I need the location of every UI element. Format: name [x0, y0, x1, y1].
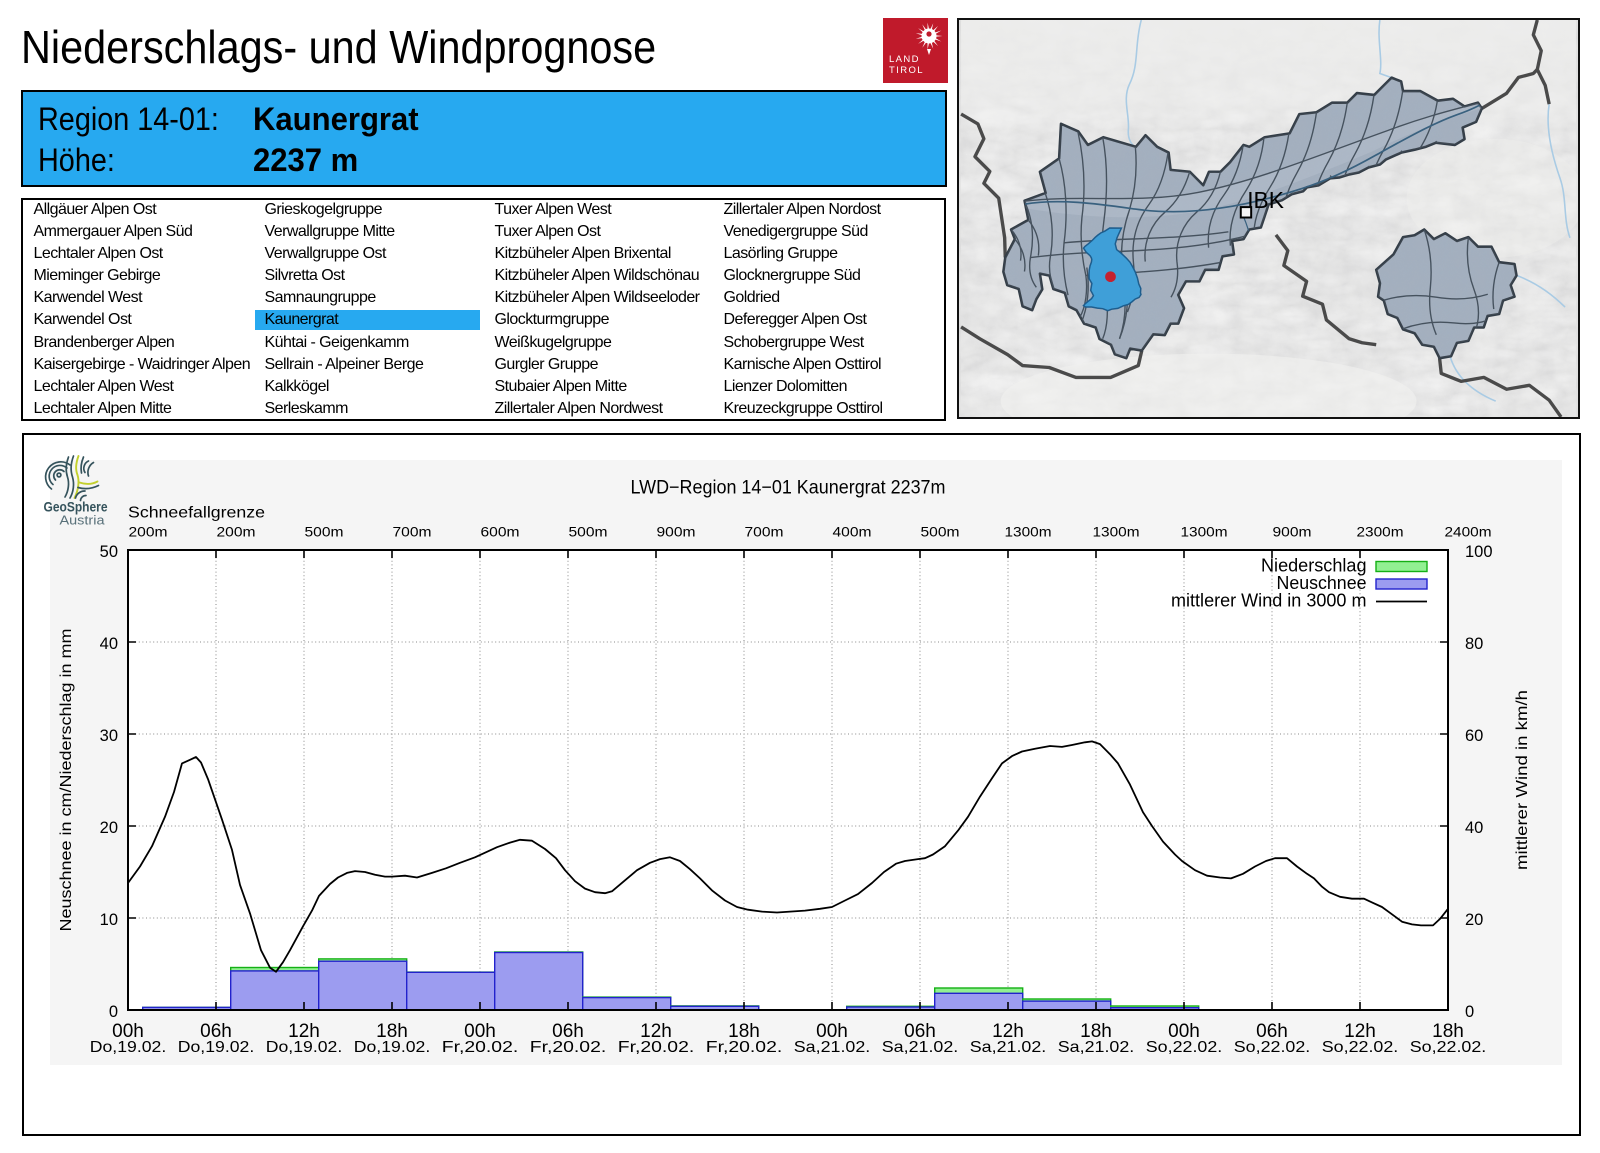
svg-text:00h: 00h — [112, 1021, 144, 1042]
svg-text:60: 60 — [1465, 727, 1483, 745]
svg-text:Niederschlag: Niederschlag — [1261, 556, 1367, 576]
svg-text:900m: 900m — [657, 523, 696, 539]
svg-text:200m: 200m — [129, 523, 168, 539]
svg-text:30: 30 — [100, 727, 118, 745]
svg-text:Fr,20.02.: Fr,20.02. — [442, 1039, 519, 1056]
svg-text:700m: 700m — [393, 523, 432, 539]
svg-text:40: 40 — [100, 635, 118, 653]
svg-text:50: 50 — [100, 543, 118, 561]
svg-text:Schneefallgrenze: Schneefallgrenze — [128, 505, 265, 522]
svg-text:00h: 00h — [1168, 1021, 1200, 1042]
svg-text:LWD−Region 14−01 Kaunergrat 22: LWD−Region 14−01 Kaunergrat 2237m — [631, 478, 946, 499]
svg-text:Fr,20.02.: Fr,20.02. — [618, 1039, 695, 1056]
svg-text:Austria: Austria — [60, 513, 106, 528]
svg-text:Sa,21.02.: Sa,21.02. — [970, 1039, 1047, 1056]
svg-text:Sa,21.02.: Sa,21.02. — [794, 1039, 871, 1056]
svg-text:18h: 18h — [376, 1021, 408, 1042]
svg-text:Do,19.02.: Do,19.02. — [354, 1039, 431, 1056]
svg-text:900m: 900m — [1273, 523, 1312, 539]
svg-text:20: 20 — [1465, 911, 1483, 929]
svg-text:Fr,20.02.: Fr,20.02. — [706, 1039, 783, 1056]
svg-text:06h: 06h — [200, 1021, 232, 1042]
svg-text:00h: 00h — [816, 1021, 848, 1042]
svg-text:So,22.02.: So,22.02. — [1322, 1039, 1399, 1056]
svg-text:06h: 06h — [904, 1021, 936, 1042]
svg-text:18h: 18h — [728, 1021, 760, 1042]
svg-text:06h: 06h — [552, 1021, 584, 1042]
svg-text:IBK: IBK — [1247, 187, 1284, 213]
svg-text:12h: 12h — [640, 1021, 672, 1042]
svg-text:500m: 500m — [569, 523, 608, 539]
svg-text:Fr,20.02.: Fr,20.02. — [530, 1039, 607, 1056]
svg-text:Sa,21.02.: Sa,21.02. — [882, 1039, 959, 1056]
svg-text:GeoSphere: GeoSphere — [44, 499, 108, 515]
svg-text:18h: 18h — [1432, 1021, 1464, 1042]
svg-text:100: 100 — [1465, 543, 1493, 561]
svg-text:So,22.02.: So,22.02. — [1410, 1039, 1487, 1056]
svg-text:Neuschnee in cm/Niederschlag i: Neuschnee in cm/Niederschlag in mm — [58, 629, 75, 932]
svg-text:500m: 500m — [921, 523, 960, 539]
svg-text:12h: 12h — [1344, 1021, 1376, 1042]
svg-text:00h: 00h — [464, 1021, 496, 1042]
svg-text:1300m: 1300m — [1181, 523, 1228, 539]
svg-text:1300m: 1300m — [1093, 523, 1140, 539]
svg-text:20: 20 — [100, 819, 118, 837]
svg-text:10: 10 — [100, 911, 118, 929]
svg-text:mittlerer Wind in km/h: mittlerer Wind in km/h — [1514, 690, 1531, 870]
svg-text:12h: 12h — [288, 1021, 320, 1042]
svg-text:So,22.02.: So,22.02. — [1146, 1039, 1223, 1056]
svg-text:40: 40 — [1465, 819, 1483, 837]
svg-text:600m: 600m — [481, 523, 520, 539]
svg-text:Do,19.02.: Do,19.02. — [266, 1039, 343, 1056]
svg-text:700m: 700m — [745, 523, 784, 539]
svg-text:mittlerer Wind in 3000 m: mittlerer Wind in 3000 m — [1171, 591, 1367, 611]
svg-text:So,22.02.: So,22.02. — [1234, 1039, 1311, 1056]
svg-text:2400m: 2400m — [1445, 523, 1492, 539]
svg-text:500m: 500m — [305, 523, 344, 539]
svg-text:80: 80 — [1465, 635, 1483, 653]
svg-text:0: 0 — [109, 1003, 118, 1021]
svg-text:Do,19.02.: Do,19.02. — [90, 1039, 167, 1056]
svg-text:0: 0 — [1465, 1003, 1474, 1021]
svg-text:400m: 400m — [833, 523, 872, 539]
svg-text:Sa,21.02.: Sa,21.02. — [1058, 1039, 1135, 1056]
svg-text:Do,19.02.: Do,19.02. — [178, 1039, 255, 1056]
svg-text:Neuschnee: Neuschnee — [1277, 573, 1367, 593]
svg-text:06h: 06h — [1256, 1021, 1288, 1042]
svg-text:200m: 200m — [217, 523, 256, 539]
svg-text:2300m: 2300m — [1357, 523, 1404, 539]
svg-text:12h: 12h — [992, 1021, 1024, 1042]
svg-text:18h: 18h — [1080, 1021, 1112, 1042]
svg-text:1300m: 1300m — [1005, 523, 1052, 539]
